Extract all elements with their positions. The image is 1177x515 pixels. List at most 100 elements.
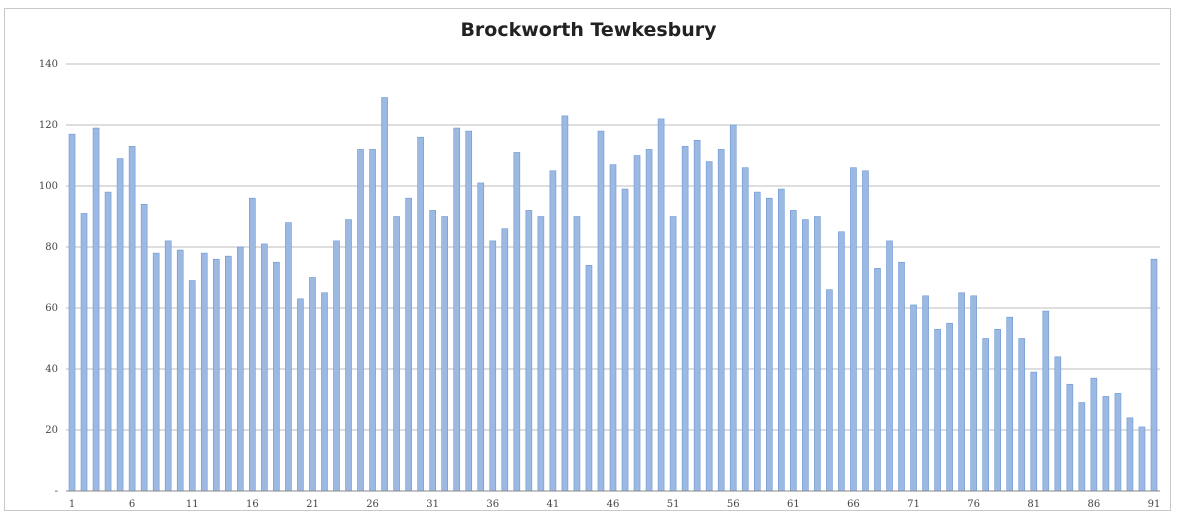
- x-tick-label: 81: [1027, 499, 1040, 510]
- bar-82: [1042, 310, 1050, 492]
- bar-36: [489, 240, 497, 492]
- bar-64: [826, 289, 833, 492]
- bar-41: [549, 170, 557, 492]
- x-tick-label: 6: [129, 499, 135, 510]
- x-tick-label: 86: [1088, 499, 1101, 510]
- bar-81: [1030, 371, 1038, 492]
- bar-87: [1102, 396, 1110, 492]
- bar-2: [80, 213, 88, 492]
- x-tick-label: 71: [907, 499, 920, 510]
- bar-5: [116, 158, 124, 492]
- bars: [68, 97, 1158, 492]
- bar-53: [693, 139, 701, 492]
- bar-14: [224, 255, 232, 492]
- bar-91: [1150, 258, 1158, 492]
- bar-34: [465, 130, 473, 492]
- bar-32: [441, 216, 448, 492]
- bar-54: [705, 161, 713, 492]
- bar-72: [922, 295, 929, 492]
- bar-31: [429, 210, 436, 492]
- y-tick-label: 140: [39, 59, 58, 70]
- bar-18: [273, 261, 280, 492]
- bar-69: [886, 240, 893, 492]
- bar-29: [405, 197, 412, 492]
- bar-30: [417, 136, 424, 492]
- y-tick-label: 60: [45, 303, 58, 314]
- bar-21: [309, 277, 316, 492]
- y-tick-label: 100: [39, 181, 58, 192]
- y-axis-ticks: - 20 40 60 80 100 120 140: [39, 59, 58, 497]
- bar-59: [765, 197, 773, 492]
- x-tick-label: 21: [306, 499, 319, 510]
- bar-43: [573, 216, 581, 492]
- x-tick-label: 66: [847, 499, 860, 510]
- bar-38: [513, 152, 521, 492]
- x-tick-label: 16: [246, 499, 259, 510]
- bar-45: [597, 130, 605, 492]
- bar-48: [633, 155, 641, 492]
- bar-13: [212, 258, 220, 492]
- x-tick-label: 41: [547, 499, 560, 510]
- x-tick-label: 1: [69, 499, 75, 510]
- bar-35: [477, 182, 485, 492]
- x-tick-label: 36: [486, 499, 499, 510]
- y-tick-label: 80: [45, 242, 58, 253]
- y-tick-label: 20: [45, 425, 58, 436]
- bar-56: [729, 124, 737, 492]
- bar-89: [1126, 417, 1134, 492]
- y-tick-label: 120: [39, 120, 58, 131]
- chart-title: Brockworth Tewkesbury: [460, 19, 717, 41]
- bar-33: [453, 127, 461, 492]
- bar-10: [176, 249, 184, 492]
- bar-16: [249, 197, 256, 492]
- bar-68: [874, 268, 881, 492]
- bar-49: [645, 149, 653, 492]
- bar-7: [140, 204, 148, 492]
- bar-57: [741, 167, 749, 492]
- bar-9: [164, 240, 172, 492]
- bar-84: [1066, 383, 1074, 492]
- bar-78: [994, 329, 1002, 492]
- bar-1: [68, 133, 76, 492]
- bar-61: [790, 210, 797, 492]
- bar-28: [393, 216, 400, 492]
- x-tick-label: 91: [1148, 499, 1161, 510]
- bar-27: [381, 97, 388, 492]
- bar-50: [657, 118, 665, 492]
- bar-75: [958, 292, 965, 492]
- x-tick-label: 11: [186, 499, 199, 510]
- y-tick-label: -: [55, 486, 58, 497]
- bar-25: [357, 149, 364, 492]
- bar-42: [561, 115, 569, 492]
- bar-73: [934, 329, 941, 492]
- bar-44: [585, 264, 593, 492]
- bar-19: [285, 222, 292, 492]
- bar-52: [681, 146, 689, 492]
- x-tick-label: 76: [967, 499, 980, 510]
- bar-67: [862, 170, 869, 492]
- bar-63: [814, 216, 821, 492]
- bar-55: [717, 149, 725, 492]
- bar-23: [333, 240, 340, 492]
- bar-66: [850, 167, 857, 492]
- y-tick-label: 40: [45, 364, 58, 375]
- bar-65: [838, 231, 845, 492]
- x-tick-label: 26: [366, 499, 379, 510]
- bar-6: [128, 146, 136, 492]
- bar-74: [946, 322, 953, 492]
- bar-11: [188, 280, 196, 492]
- bar-24: [345, 219, 352, 492]
- bar-83: [1054, 356, 1062, 492]
- bar-71: [910, 304, 917, 492]
- bar-79: [1006, 316, 1014, 492]
- x-tick-label: 31: [426, 499, 439, 510]
- bar-37: [501, 228, 509, 492]
- bar-12: [200, 252, 208, 492]
- bar-39: [525, 210, 533, 492]
- bar-4: [104, 191, 112, 492]
- bar-17: [261, 243, 268, 492]
- bar-22: [321, 292, 328, 492]
- x-axis-ticks: 1 6 11 16 21 26 31 36 41 46 51 56 61 66 71 76 81 86 91: [69, 499, 1161, 510]
- x-tick-label: 51: [667, 499, 680, 510]
